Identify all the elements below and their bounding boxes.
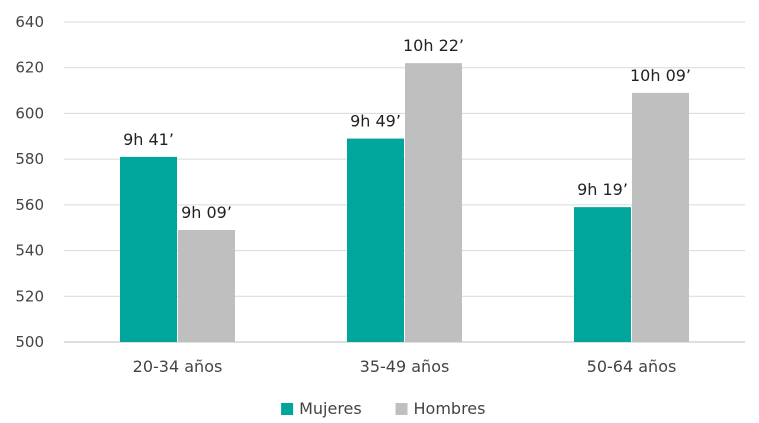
bar-hombres-3	[632, 92, 689, 342]
y-tick-label: 500	[15, 333, 44, 351]
y-tick-label: 560	[15, 196, 44, 214]
y-tick-label: 640	[15, 13, 44, 31]
legend-label-mujeres: Mujeres	[299, 399, 362, 418]
data-labels: 9h 41’ 9h 09’ 9h 49’ 10h 22’ 9h 19’ 10h 09’	[123, 36, 691, 222]
bar-hombres-2	[405, 63, 462, 343]
y-tick-label: 580	[15, 150, 44, 168]
y-tick-label: 600	[15, 104, 44, 122]
x-category-label: 20-34 años	[133, 357, 223, 376]
legend: Mujeres Hombres	[281, 399, 485, 418]
legend-swatch-hombres	[395, 403, 408, 415]
data-label-hombres-1: 9h 09’	[181, 203, 232, 222]
data-label-mujeres-3: 9h 19’	[577, 180, 628, 199]
bars	[120, 63, 689, 343]
bar-hombres-1	[178, 230, 235, 342]
data-label-mujeres-2: 9h 49’	[350, 112, 401, 131]
bar-mujeres-3	[574, 207, 631, 342]
data-label-hombres-2: 10h 22’	[403, 36, 464, 55]
y-axis-ticks: 500 520 540 560 580 600 620 640	[15, 13, 44, 351]
legend-label-hombres: Hombres	[414, 399, 486, 418]
bar-mujeres-1	[120, 156, 177, 342]
data-label-mujeres-1: 9h 41’	[123, 130, 174, 149]
x-category-label: 50-64 años	[587, 357, 677, 376]
y-tick-label: 520	[15, 287, 44, 305]
x-axis-categories: 20-34 años 35-49 años 50-64 años	[133, 357, 677, 376]
data-label-hombres-3: 10h 09’	[630, 66, 691, 85]
x-category-label: 35-49 años	[360, 357, 450, 376]
y-tick-label: 540	[15, 242, 44, 260]
gridlines	[64, 21, 745, 343]
bar-mujeres-2	[347, 138, 404, 342]
legend-swatch-mujeres	[281, 403, 294, 415]
y-tick-label: 620	[15, 59, 44, 77]
